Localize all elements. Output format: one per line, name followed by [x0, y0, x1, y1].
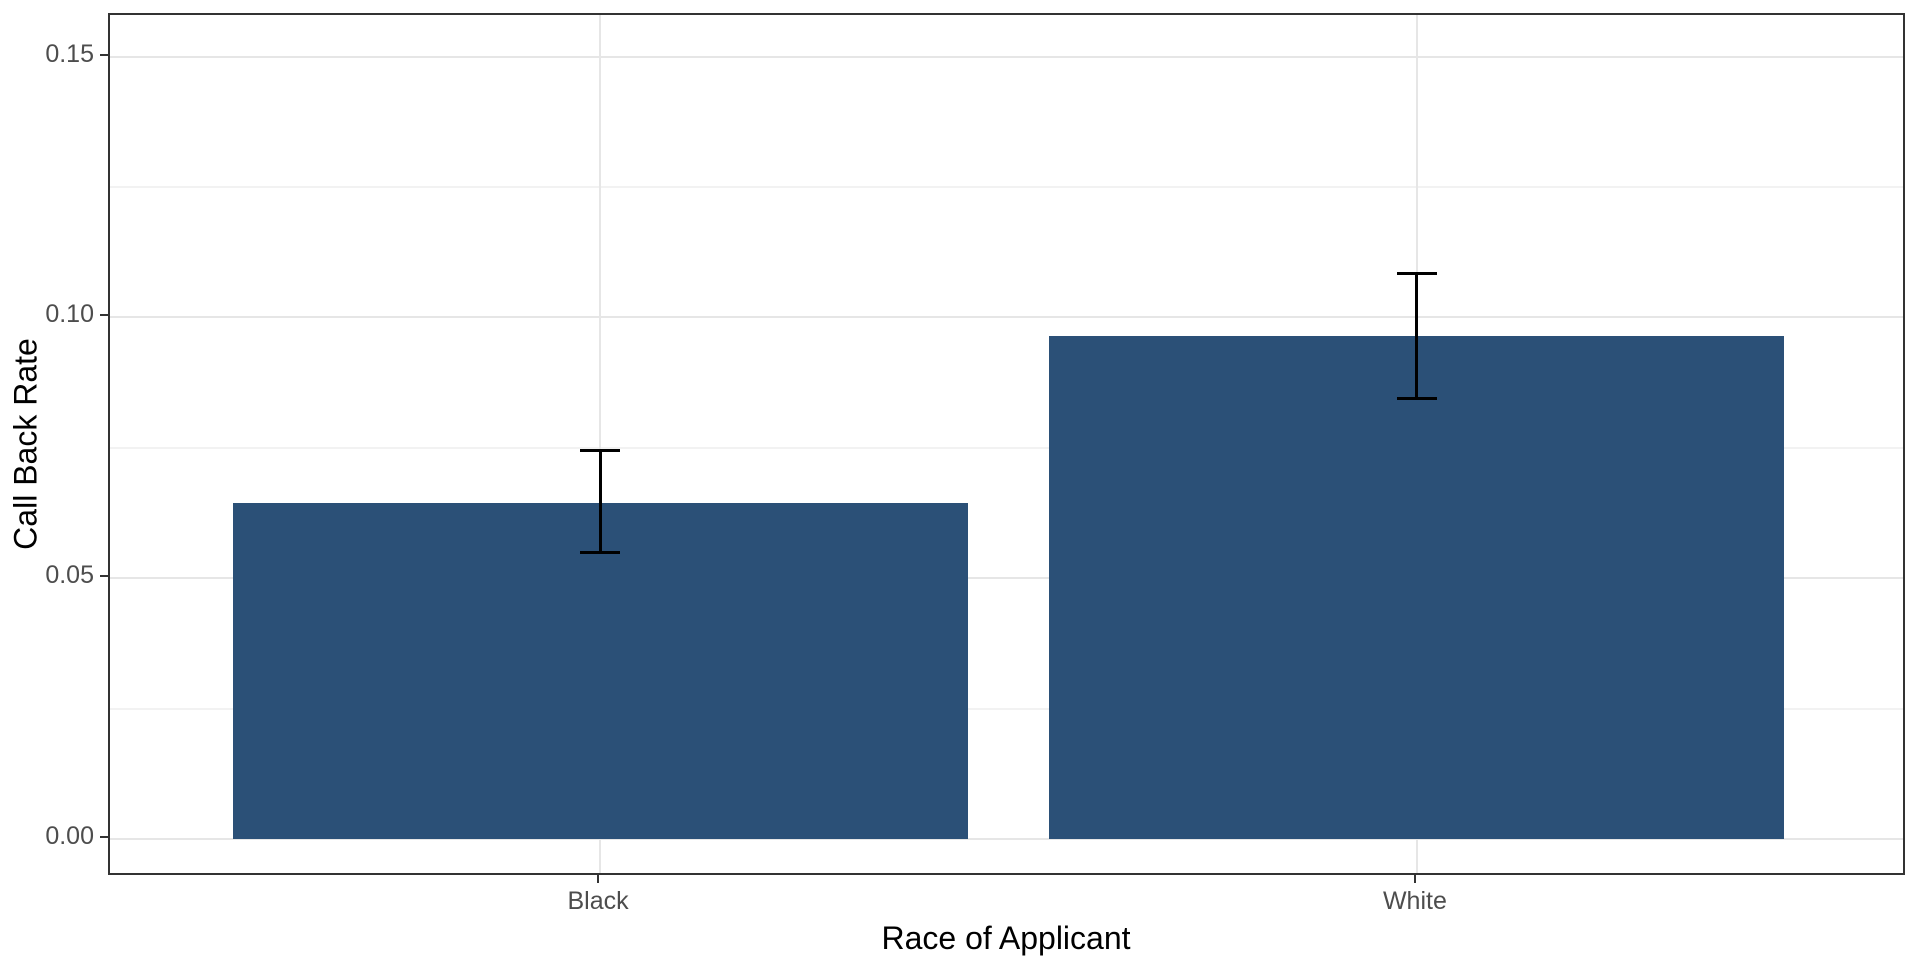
error-bar-cap-bottom	[1396, 396, 1437, 400]
x-tick-label: White	[1382, 887, 1447, 915]
gridline-major	[110, 837, 1903, 840]
gridline-minor	[110, 186, 1903, 189]
error-bar-line	[1415, 273, 1419, 399]
y-tick-label: 0.15	[45, 39, 94, 68]
error-bar-cap-bottom	[580, 550, 621, 554]
x-tick-mark	[1413, 875, 1416, 883]
plot-panel	[108, 13, 1905, 875]
y-tick-label: 0.10	[45, 300, 94, 329]
error-bar-cap-top	[1396, 271, 1437, 275]
y-tick-mark	[100, 575, 108, 578]
y-tick-mark	[100, 314, 108, 317]
error-bar-cap-top	[580, 448, 621, 452]
gridline-major	[110, 316, 1903, 319]
gridline-minor	[110, 707, 1903, 710]
gridline-major	[110, 577, 1903, 580]
bar-black	[232, 502, 968, 839]
y-tick-label: 0.05	[45, 561, 94, 590]
bar-white	[1049, 335, 1785, 839]
x-axis-title: Race of Applicant	[881, 920, 1131, 956]
y-axis-title: Call Back Rate	[7, 338, 44, 550]
error-bar-line	[598, 450, 602, 553]
x-tick-mark	[597, 875, 600, 883]
gridline-vertical	[599, 15, 602, 873]
gridline-major	[110, 55, 1903, 58]
gridline-minor	[110, 446, 1903, 449]
y-tick-mark	[100, 53, 108, 56]
x-tick-label: Black	[567, 887, 629, 915]
y-tick-mark	[100, 835, 108, 838]
y-tick-label: 0.00	[45, 821, 94, 850]
